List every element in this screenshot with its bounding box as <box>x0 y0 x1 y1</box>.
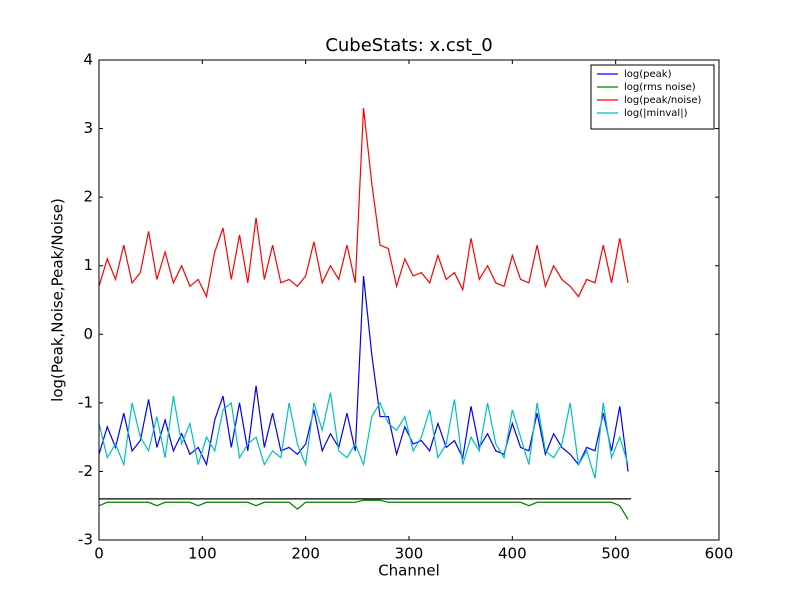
y-tick-label: -1 <box>78 393 93 411</box>
x-tick-label: 400 <box>498 545 527 563</box>
legend-box <box>590 64 715 130</box>
x-tick-label: 500 <box>601 545 630 563</box>
legend-label: log(peak/noise) <box>624 95 702 106</box>
x-tick-label: 0 <box>94 545 104 563</box>
y-tick-label: -2 <box>78 462 93 480</box>
chart-title: CubeStats: x.cst_0 <box>325 35 492 56</box>
legend-label: log(|minval|) <box>624 108 688 119</box>
x-tick-label: 300 <box>395 545 424 563</box>
series-line <box>99 107 629 299</box>
x-tick-label: 100 <box>188 545 217 563</box>
y-tick-label: 1 <box>83 256 93 274</box>
x-tick-label: 600 <box>705 545 734 563</box>
y-tick-label: 0 <box>83 325 93 343</box>
y-tick-label: -3 <box>78 531 93 549</box>
x-axis-label: Channel <box>378 562 440 580</box>
series-line <box>99 275 629 472</box>
plot-frame <box>98 59 720 541</box>
series-line <box>99 392 629 479</box>
y-tick-label: 3 <box>83 119 93 137</box>
legend-label: log(rms noise) <box>624 82 696 93</box>
y-tick-label: 4 <box>83 51 93 69</box>
series-line <box>99 499 629 520</box>
legend-label: log(peak) <box>624 69 672 80</box>
x-tick-label: 200 <box>291 545 320 563</box>
y-axis-label: log(Peak,Noise,Peak/Noise) <box>49 198 67 402</box>
y-tick-label: 2 <box>83 188 93 206</box>
